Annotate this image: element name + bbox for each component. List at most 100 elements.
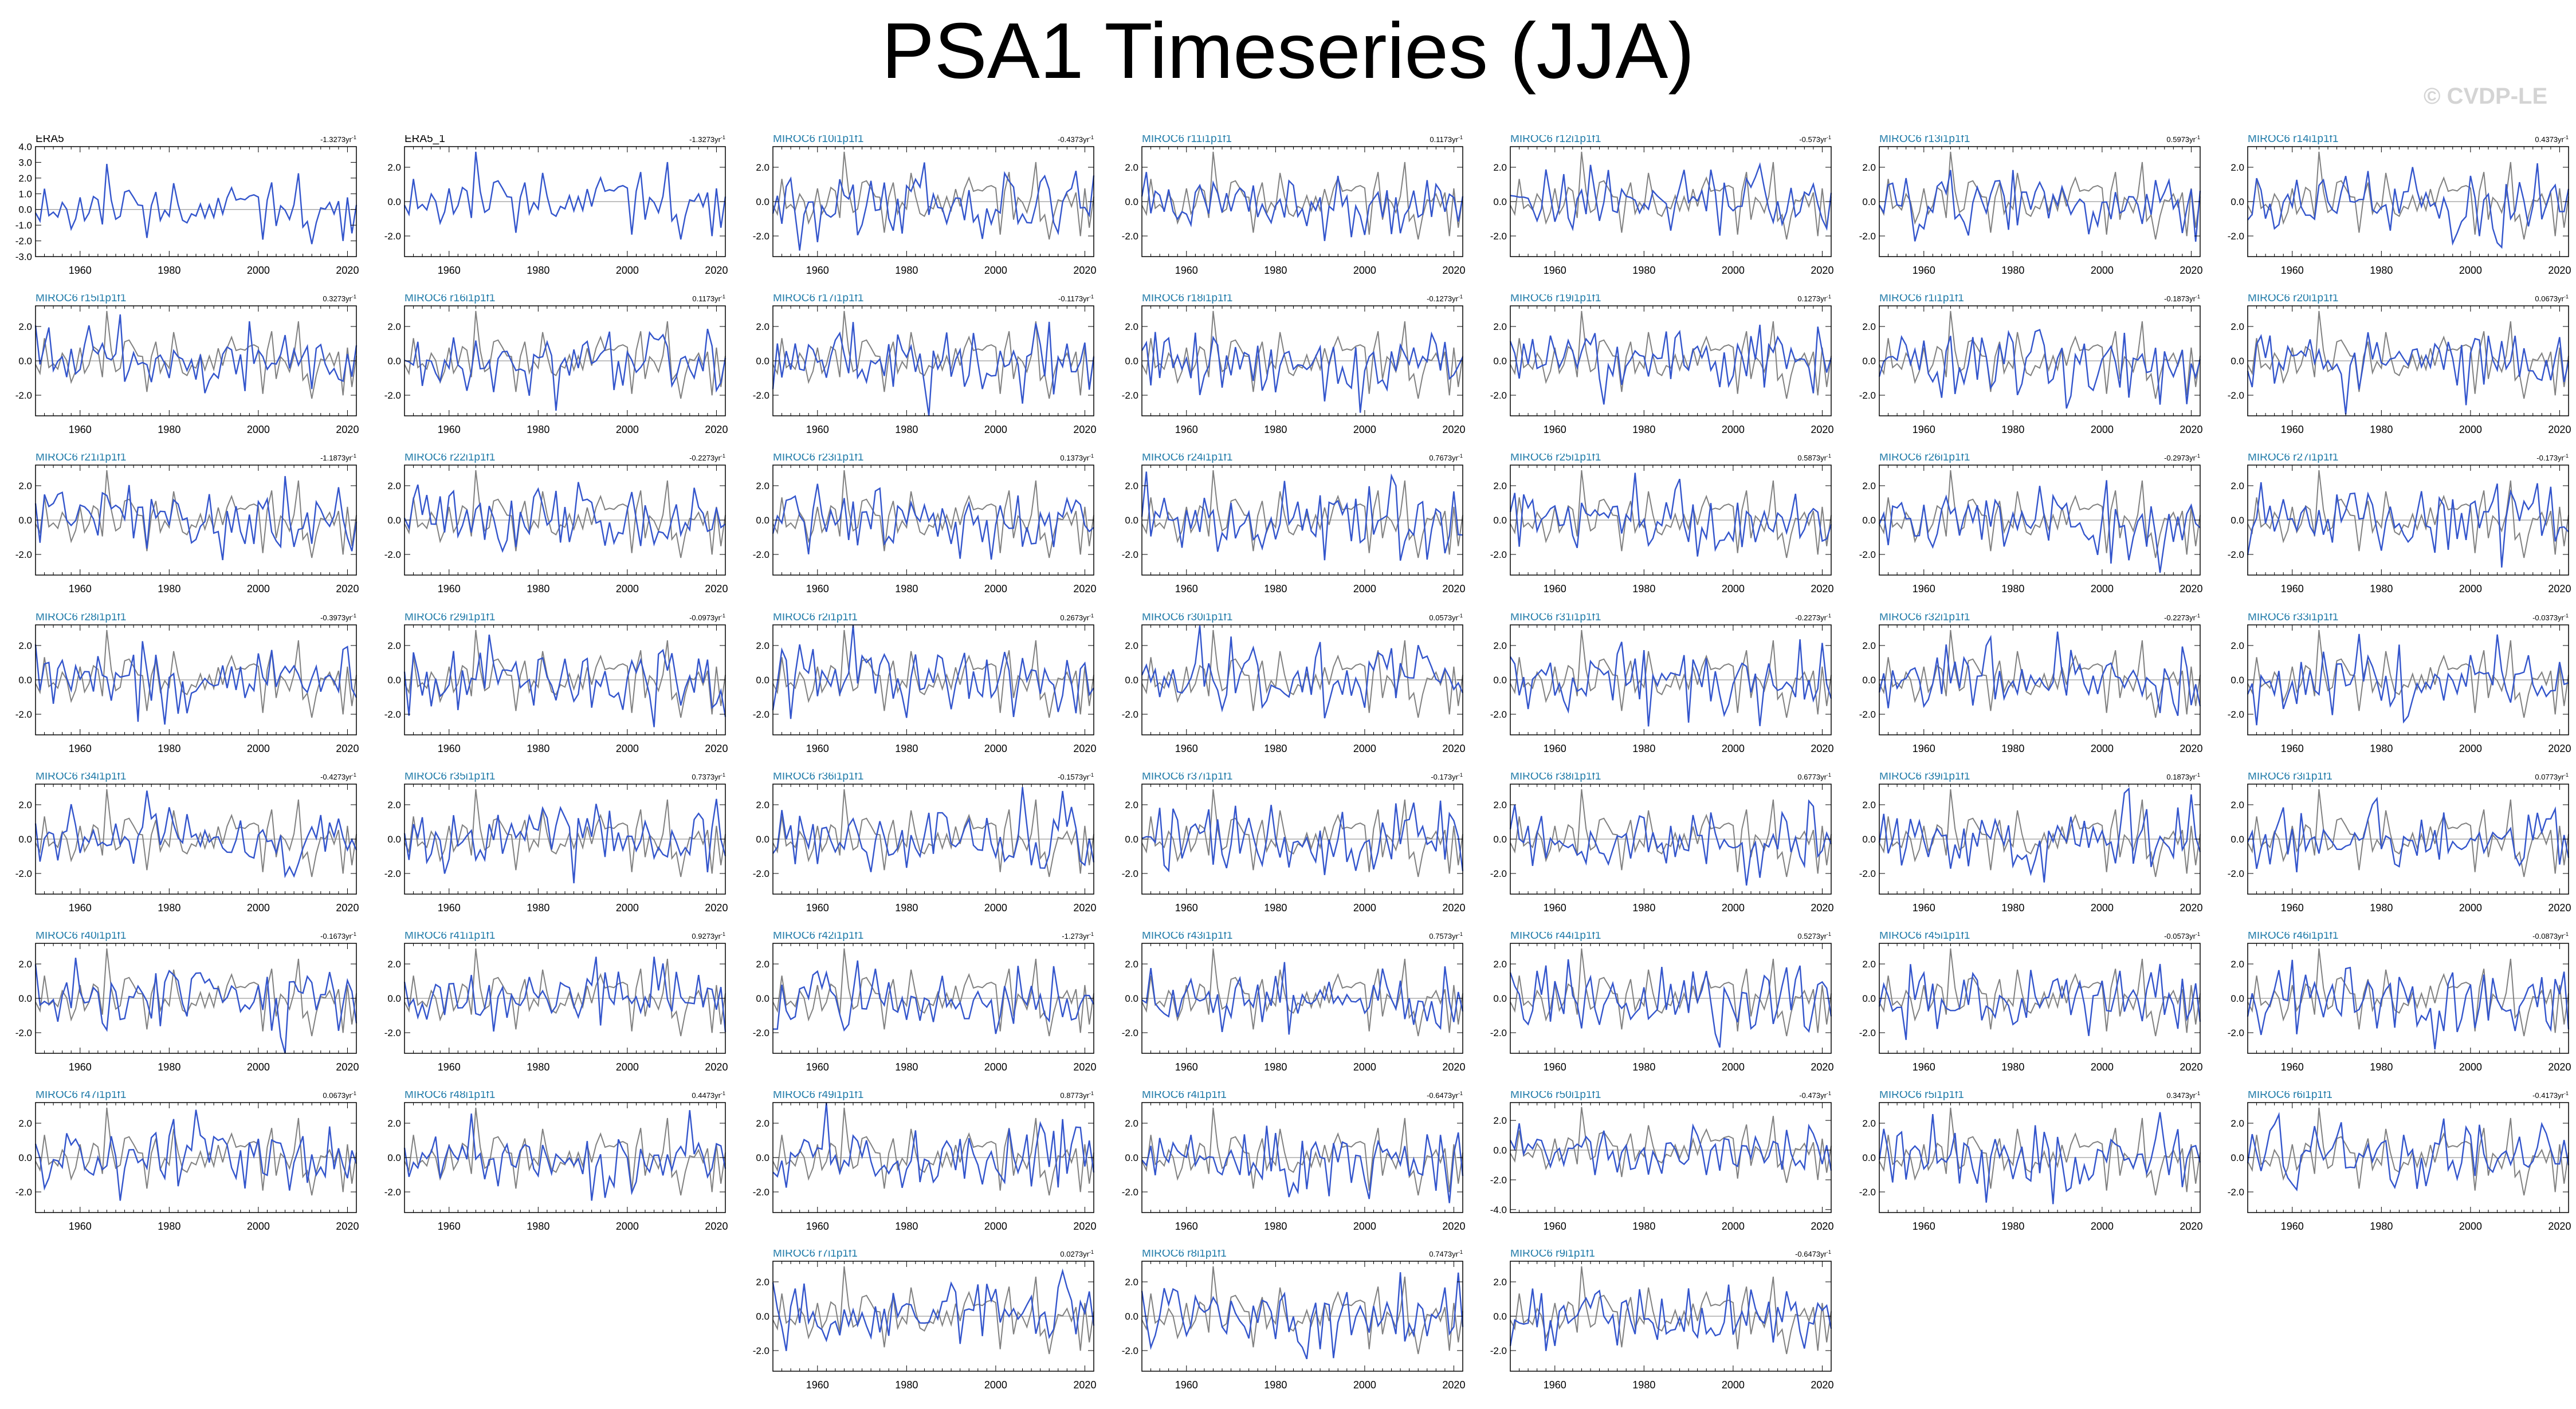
panel-label: MIROC6 r24i1p1f1 xyxy=(1142,454,1232,463)
panel-plot: MIROC6 r24i1p1f1 0.7673yr-1 1960 1980 2000 20… xyxy=(1122,454,1466,595)
timeseries-panel: MIROC6 r6i1p1f1 -0.4173yr-1 1960 1980 2000 20… xyxy=(2213,1091,2576,1241)
panel-label: MIROC6 r23i1p1f1 xyxy=(773,454,863,463)
y-tick-label: -2.0 xyxy=(1122,1028,1138,1038)
obs-series-line xyxy=(1510,1107,1832,1183)
y-tick-label: 0.0 xyxy=(1125,1311,1138,1322)
panel-plot: MIROC6 r6i1p1f1 -0.4173yr-1 1960 1980 2000 20… xyxy=(2228,1091,2571,1232)
x-tick-label: 2000 xyxy=(1722,1379,1745,1391)
trend-label: 0.2673yr-1 xyxy=(1060,613,1094,622)
panel-label: ERA5 xyxy=(36,135,64,145)
y-tick-label: -2.0 xyxy=(753,1028,769,1038)
x-tick-label: 1980 xyxy=(158,265,180,276)
panel-label: MIROC6 r32i1p1f1 xyxy=(1879,613,1970,623)
trend-label: 0.7473yr-1 xyxy=(1429,1250,1463,1258)
timeseries-panel: MIROC6 r46i1p1f1 -0.0873yr-1 1960 1980 2000 2… xyxy=(2213,932,2576,1082)
panel-plot: MIROC6 r16i1p1f1 0.1173yr-1 1960 1980 2000 20… xyxy=(384,294,728,435)
series-line xyxy=(772,321,1095,416)
y-tick-label: 0.0 xyxy=(2231,196,2244,207)
x-tick-label: 2020 xyxy=(1073,1379,1096,1391)
series-line xyxy=(2247,633,2569,726)
x-tick-label: 1980 xyxy=(1632,1221,1655,1232)
y-tick-label: 0.0 xyxy=(1493,515,1507,526)
panel-label: MIROC6 r11i1p1f1 xyxy=(1142,135,1232,145)
x-tick-label: 2000 xyxy=(984,743,1007,754)
y-tick-label: 2.0 xyxy=(756,800,769,810)
series-line xyxy=(1878,787,2201,883)
series-line xyxy=(1141,331,1464,413)
y-tick-label: -2.0 xyxy=(1122,1187,1138,1198)
y-tick-label: 0.0 xyxy=(1125,1152,1138,1163)
y-tick-label: 2.0 xyxy=(1493,800,1507,810)
x-tick-label: 1980 xyxy=(527,583,549,595)
y-tick-label: 0.0 xyxy=(18,993,32,1004)
y-tick-label: 0.0 xyxy=(2231,993,2244,1004)
trend-label: -0.6473yr-1 xyxy=(1427,1091,1463,1100)
trend-label: -1.3273yr-1 xyxy=(320,135,356,144)
trend-label: -0.2273yr-1 xyxy=(689,454,725,462)
timeseries-panel: MIROC6 r47i1p1f1 0.0673yr-1 1960 1980 2000 20… xyxy=(1,1091,374,1241)
panel-plot: MIROC6 r7i1p1f1 0.0273yr-1 1960 1980 2000 202… xyxy=(753,1250,1097,1391)
panel-plot: MIROC6 r46i1p1f1 -0.0873yr-1 1960 1980 2000 2… xyxy=(2228,932,2571,1073)
x-tick-label: 2020 xyxy=(1442,265,1465,276)
series-line xyxy=(1509,1123,1832,1175)
panel-label: MIROC6 r39i1p1f1 xyxy=(1879,773,1970,782)
x-tick-label: 1980 xyxy=(2001,1221,2024,1232)
series-line xyxy=(1509,639,1832,727)
y-tick-label: 2.0 xyxy=(387,1118,401,1129)
y-tick-label: -2.0 xyxy=(384,1028,401,1038)
panel-plot: MIROC6 r20i1p1f1 0.0673yr-1 1960 1980 2000 20… xyxy=(2228,294,2571,435)
x-tick-label: 2000 xyxy=(2459,1221,2482,1232)
panel-label: MIROC6 r19i1p1f1 xyxy=(1510,294,1601,304)
trend-label: 0.7573yr-1 xyxy=(1429,932,1463,940)
obs-series-line xyxy=(1510,629,1832,718)
y-tick-label: -2.0 xyxy=(1122,1345,1138,1356)
x-tick-label: 1960 xyxy=(1913,424,1935,435)
x-tick-label: 2000 xyxy=(247,1221,270,1232)
y-tick-label: -2.0 xyxy=(1122,709,1138,720)
y-tick-label: 2.0 xyxy=(1493,481,1507,491)
timeseries-panel: MIROC6 r8i1p1f1 0.7473yr-1 1960 1980 2000 202… xyxy=(1108,1250,1480,1400)
trend-label: -0.6473yr-1 xyxy=(1795,1250,1831,1258)
y-tick-label: 0.0 xyxy=(18,204,32,215)
panel-plot: MIROC6 r36i1p1f1 -0.1573yr-1 1960 1980 2000 2… xyxy=(753,773,1097,914)
x-tick-label: 1980 xyxy=(2370,1221,2393,1232)
y-tick-label: 0.0 xyxy=(1125,675,1138,686)
panel-plot: MIROC6 r27i1p1f1 -0.173yr-1 1960 1980 2000 20… xyxy=(2228,454,2571,595)
y-tick-label: 2.0 xyxy=(756,481,769,491)
panel-label: MIROC6 r30i1p1f1 xyxy=(1142,613,1232,623)
trend-label: -0.0573yr-1 xyxy=(2164,932,2200,940)
timeseries-panel: MIROC6 r4i1p1f1 -0.6473yr-1 1960 1980 2000 20… xyxy=(1108,1091,1480,1241)
y-tick-label: 2.0 xyxy=(1493,1115,1507,1126)
y-tick-label: -2.0 xyxy=(2228,709,2244,720)
y-tick-label: -2.0 xyxy=(2228,390,2244,401)
panel-label: MIROC6 r4i1p1f1 xyxy=(1142,1091,1227,1101)
x-tick-label: 1980 xyxy=(1264,1061,1287,1073)
obs-series-line xyxy=(1879,948,2201,1037)
obs-series-line xyxy=(35,629,357,718)
panel-plot: MIROC6 r41i1p1f1 0.9273yr-1 1960 1980 2000 20… xyxy=(384,932,728,1073)
x-tick-label: 2000 xyxy=(616,902,639,914)
x-tick-label: 2020 xyxy=(2548,902,2571,914)
x-tick-label: 2020 xyxy=(1811,1061,1833,1073)
series-line xyxy=(1509,1284,1832,1351)
y-tick-label: -2.0 xyxy=(384,1187,401,1198)
timeseries-panel: MIROC6 r18i1p1f1 -0.1273yr-1 1960 1980 2000 2… xyxy=(1108,294,1480,444)
x-tick-label: 1980 xyxy=(1632,1379,1655,1391)
x-tick-label: 1980 xyxy=(527,743,549,754)
x-tick-label: 1960 xyxy=(2281,902,2304,914)
panel-plot: ERA5 -1.3273yr-1 1960 1980 2000 2020 -3.0 -2.0 -… xyxy=(15,135,359,276)
panel-plot: MIROC6 r30i1p1f1 0.0573yr-1 1960 1980 2000 20… xyxy=(1122,613,1466,754)
x-tick-label: 1960 xyxy=(69,743,92,754)
obs-series-line xyxy=(35,470,357,558)
obs-series-line xyxy=(404,310,726,399)
timeseries-panel: MIROC6 r1i1p1f1 -0.1873yr-1 1960 1980 2000 20… xyxy=(1845,294,2217,444)
x-tick-label: 1960 xyxy=(69,424,92,435)
obs-series-line xyxy=(772,629,1094,718)
y-tick-label: -2.0 xyxy=(2228,1187,2244,1198)
timeseries-panel: MIROC6 r33i1p1f1 -0.0373yr-1 1960 1980 2000 2… xyxy=(2213,613,2576,763)
y-tick-label: 4.0 xyxy=(18,141,32,152)
y-tick-label: -2.0 xyxy=(1122,868,1138,879)
series-line xyxy=(1509,799,1832,886)
series-line xyxy=(1510,162,1832,236)
obs-series-line xyxy=(404,789,726,877)
